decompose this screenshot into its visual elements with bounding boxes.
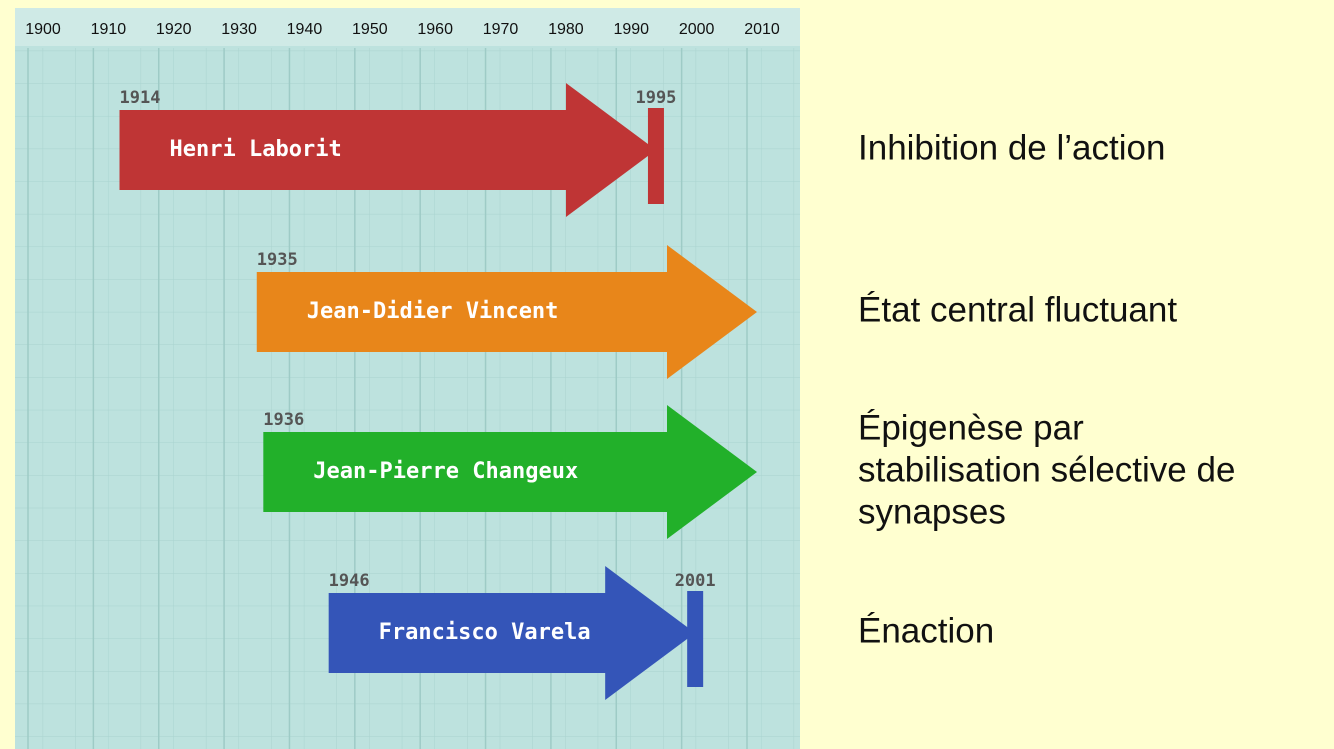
end-bar — [647, 108, 664, 204]
end-year: 2001 — [675, 571, 716, 591]
life-arrow — [256, 245, 757, 379]
end-bar — [687, 591, 704, 687]
end-year: 1995 — [635, 88, 676, 108]
axis-band — [15, 8, 800, 46]
x-tick-label: 1990 — [613, 21, 649, 38]
x-tick-label: 2010 — [744, 21, 780, 38]
x-tick-label: 1930 — [221, 21, 257, 38]
concept: Inhibition de l’action — [858, 128, 1165, 167]
x-tick-label: 1950 — [352, 21, 388, 38]
x-tick-label: 1960 — [417, 21, 453, 38]
person-name: Francisco Varela — [379, 620, 591, 645]
x-tick-label: 2000 — [679, 21, 715, 38]
concept: synapses — [858, 492, 1006, 531]
x-tick-label: 1920 — [156, 21, 192, 38]
concept: État central fluctuant — [858, 290, 1177, 329]
person-name: Henri Laborit — [170, 137, 342, 162]
person-name: Jean-Didier Vincent — [307, 299, 559, 324]
life-arrow — [328, 566, 696, 700]
start-year: 1946 — [329, 571, 370, 591]
start-year: 1914 — [120, 88, 161, 108]
concept: Épigenèse par — [858, 408, 1084, 447]
x-tick-label: 1980 — [548, 21, 584, 38]
x-tick-label: 1910 — [91, 21, 127, 38]
life-arrow — [119, 83, 656, 217]
concept: Énaction — [858, 611, 994, 650]
person-name: Jean-Pierre Changeux — [313, 459, 578, 484]
x-tick-label: 1900 — [25, 21, 61, 38]
concept: stabilisation sélective de — [858, 450, 1235, 489]
start-year: 1935 — [257, 250, 298, 270]
x-tick-label: 1940 — [287, 21, 323, 38]
x-tick-label: 1970 — [483, 21, 519, 38]
life-arrow — [263, 405, 757, 539]
start-year: 1936 — [263, 410, 304, 430]
